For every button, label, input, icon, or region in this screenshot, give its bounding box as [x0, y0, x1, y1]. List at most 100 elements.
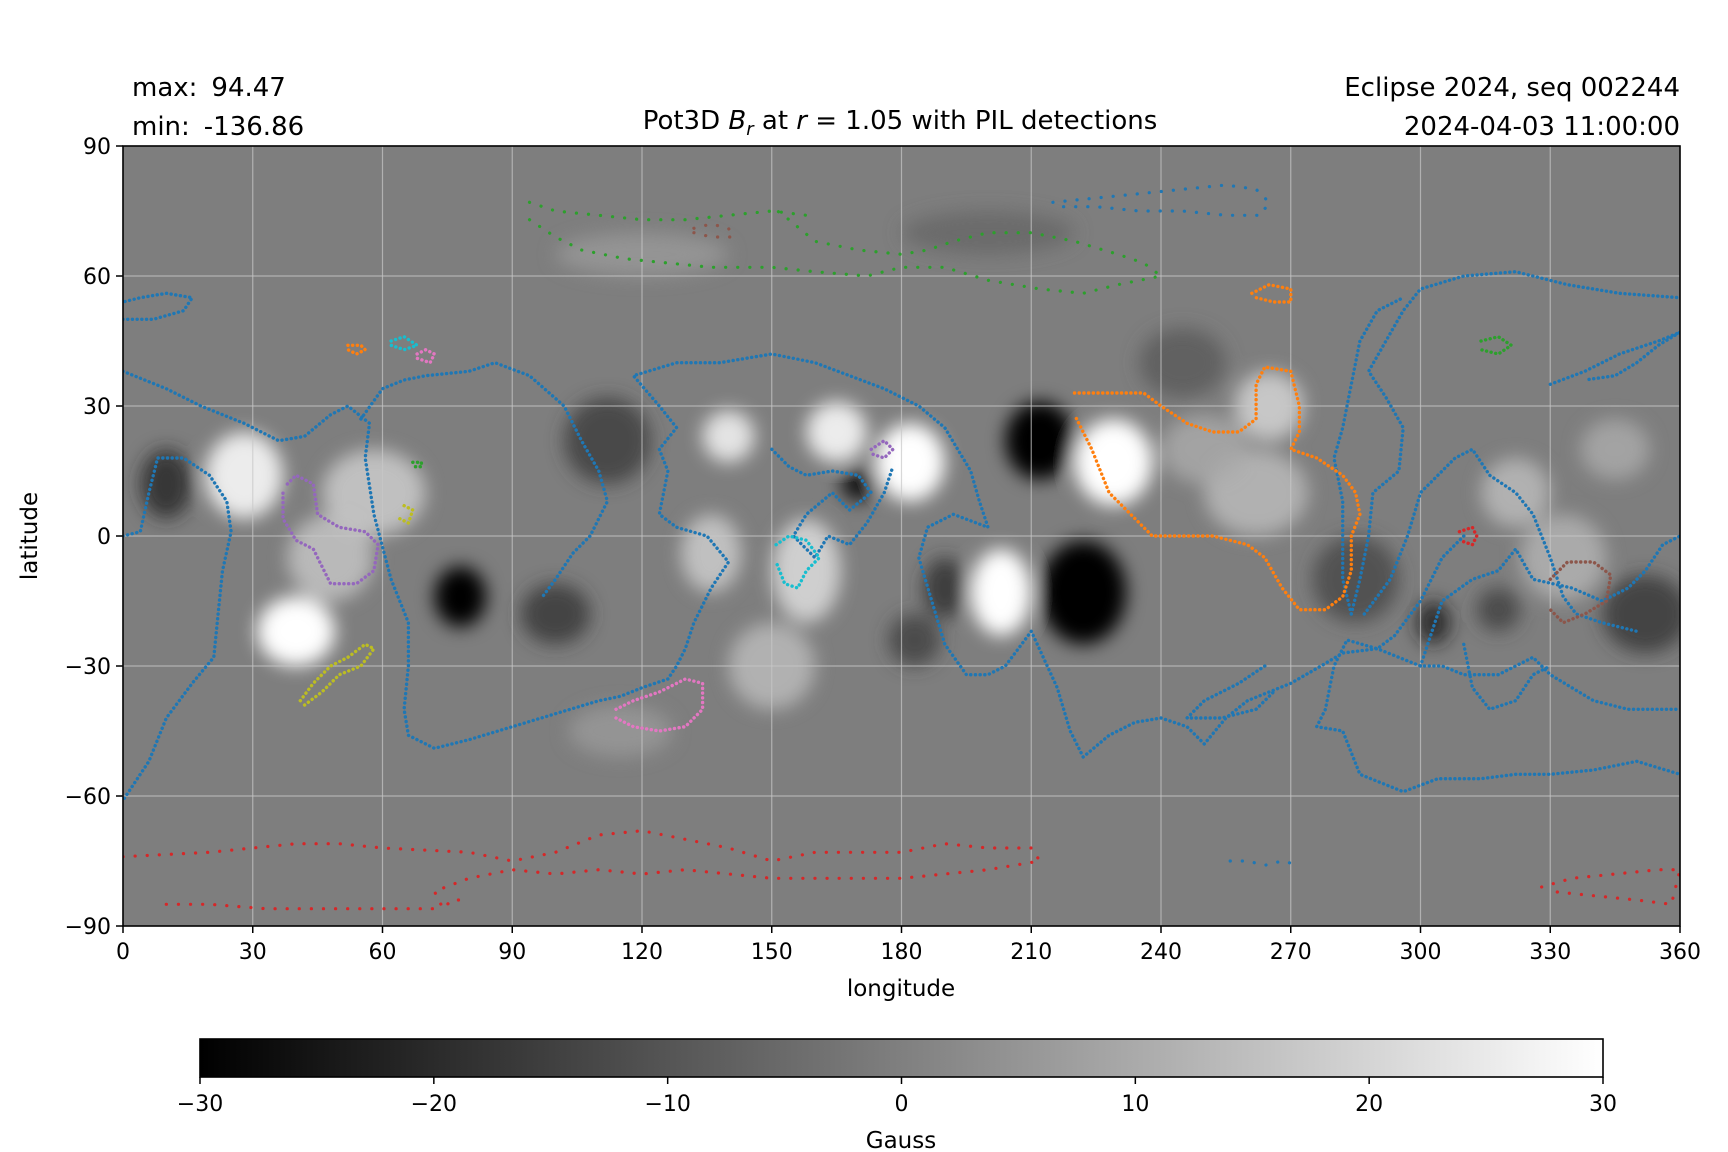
- pil-contour: [346, 343, 367, 356]
- y-axis-label: latitude: [17, 492, 43, 580]
- max-stat: max: 94.47: [132, 73, 286, 103]
- positive-polarity-region: [1161, 414, 1248, 485]
- pil-contour: [123, 352, 1680, 759]
- x-tick-label: 120: [621, 940, 663, 965]
- positive-polarity-region: [702, 410, 755, 463]
- x-tick-label: 300: [1400, 940, 1442, 965]
- y-tick-label: −60: [65, 785, 111, 810]
- positive-polarity-region: [771, 518, 841, 623]
- x-tick-label: 150: [751, 940, 793, 965]
- x-tick-label: 30: [239, 940, 267, 965]
- field-blobs: [140, 211, 1680, 757]
- pil-contour: [359, 361, 610, 599]
- header-dataset: Eclipse 2024, seq 002244: [1344, 73, 1680, 103]
- colorbar-tick-label: 20: [1355, 1092, 1383, 1117]
- plot-area: [123, 146, 1680, 926]
- pil-contours: [123, 183, 1680, 911]
- pil-contour: [1250, 283, 1293, 304]
- pil-contour: [415, 348, 437, 365]
- x-tick-label: 240: [1140, 940, 1182, 965]
- positive-polarity-region: [875, 423, 945, 502]
- pil-contour: [123, 291, 194, 321]
- negative-polarity-region: [1416, 601, 1451, 645]
- x-tick-label: 210: [1010, 940, 1052, 965]
- pil-contour: [281, 473, 380, 586]
- x-axis: 0 30 60 90 120 150 180 210 240 270 300 330 360: [116, 926, 1701, 965]
- pil-contour: [1349, 270, 1680, 616]
- colorbar-tick-label: 0: [895, 1092, 909, 1117]
- colorbar: −30 −20 −10 0 10 20 30 Gauss: [177, 1038, 1617, 1152]
- positive-polarity-region: [680, 514, 742, 593]
- pil-contour: [398, 504, 415, 525]
- colorbar-ticks: −30 −20 −10 0 10 20 30: [177, 1077, 1617, 1117]
- negative-polarity-region: [1476, 588, 1520, 632]
- x-tick-label: 60: [369, 940, 397, 965]
- colorbar-tick-label: 10: [1121, 1092, 1149, 1117]
- colorbar-tick-label: −30: [177, 1092, 223, 1117]
- pil-contour: [1462, 642, 1553, 711]
- pil-contour: [527, 200, 817, 222]
- positive-polarity-region: [257, 596, 335, 666]
- colorbar-label: Gauss: [866, 1128, 936, 1152]
- pil-contour: [1479, 335, 1514, 356]
- x-tick-label: 90: [498, 940, 526, 965]
- negative-polarity-region: [1139, 328, 1226, 398]
- negative-polarity-region: [1312, 536, 1399, 623]
- pil-contour: [1314, 534, 1680, 794]
- positive-polarity-region: [205, 432, 284, 519]
- x-tick-label: 0: [116, 940, 130, 965]
- pil-contour: [774, 534, 821, 590]
- negative-polarity-region: [434, 566, 487, 628]
- negative-polarity-region: [1602, 575, 1680, 653]
- positive-polarity-region: [806, 401, 867, 463]
- pil-contour: [1548, 560, 1613, 625]
- pil-contour: [389, 335, 419, 352]
- negative-polarity-region: [520, 583, 591, 645]
- x-tick-label: 330: [1529, 940, 1571, 965]
- positive-polarity-region: [568, 705, 673, 757]
- negative-polarity-region: [888, 614, 941, 666]
- pil-contour: [1332, 296, 1405, 616]
- y-axis: −90 −60 −30 0 30 60 90: [65, 135, 123, 940]
- colorbar-tick-label: −20: [411, 1092, 457, 1117]
- y-tick-label: 60: [83, 265, 111, 290]
- negative-polarity-region: [923, 557, 967, 619]
- y-tick-label: −90: [65, 915, 111, 940]
- negative-polarity-region: [901, 211, 1075, 255]
- pil-contour: [123, 829, 1042, 911]
- positive-polarity-region: [1580, 419, 1650, 480]
- pil-contour: [1185, 664, 1276, 720]
- negative-polarity-region: [840, 466, 876, 502]
- x-axis-label: longitude: [847, 976, 955, 1002]
- positive-polarity-region: [321, 449, 426, 536]
- positive-polarity-region: [970, 549, 1032, 636]
- pil-contour: [614, 677, 705, 733]
- y-tick-label: 90: [83, 135, 111, 160]
- positive-polarity-region: [1074, 419, 1153, 506]
- negative-polarity-region: [564, 397, 651, 484]
- pil-contour: [1418, 534, 1680, 668]
- pil-contour: [1072, 365, 1362, 612]
- x-tick-label: 180: [881, 940, 923, 965]
- pil-contour: [123, 456, 233, 802]
- colorbar-tick-label: −10: [644, 1092, 690, 1117]
- min-stat: min: -136.86: [132, 112, 304, 142]
- positive-polarity-region: [1519, 514, 1607, 602]
- pil-contour: [1228, 859, 1302, 867]
- colorbar-gradient: [199, 1038, 1604, 1078]
- negative-polarity-region: [1039, 540, 1127, 645]
- header-timestamp: 2024-04-03 11:00:00: [1404, 112, 1680, 142]
- pil-contour: [164, 902, 436, 911]
- positive-polarity-region: [1481, 458, 1551, 528]
- pil-contour: [869, 439, 895, 460]
- chart-title: Pot3D Br at r = 1.05 with PIL detections: [643, 106, 1158, 140]
- colorbar-tick-label: 30: [1589, 1092, 1617, 1117]
- x-tick-label: 270: [1270, 940, 1312, 965]
- negative-polarity-region: [140, 449, 193, 519]
- y-tick-label: 30: [83, 395, 111, 420]
- x-tick-label: 360: [1659, 940, 1701, 965]
- pil-contour: [411, 460, 424, 469]
- positive-polarity-region: [287, 514, 374, 602]
- pil-contour: [1457, 525, 1479, 547]
